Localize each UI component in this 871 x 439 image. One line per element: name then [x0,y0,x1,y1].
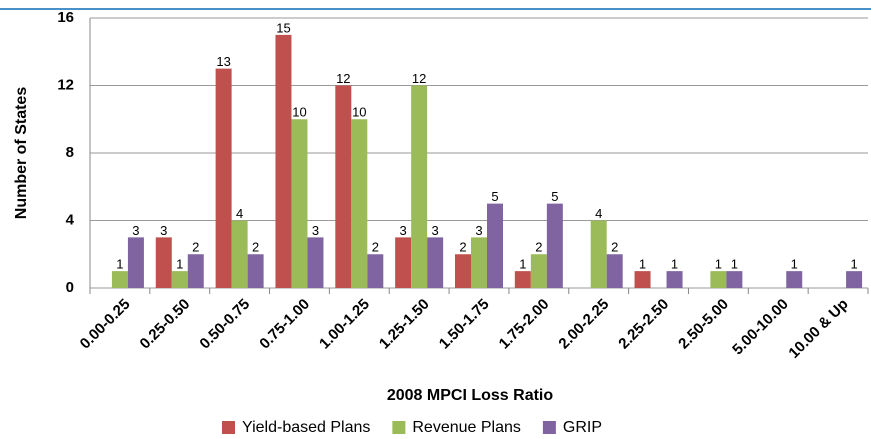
legend-swatch [542,421,556,434]
y-tick-label: 12 [57,76,74,93]
x-tick-label: 2.50-5.00 [675,296,732,353]
data-label: 1 [850,257,857,272]
bar [187,254,204,288]
data-label: 3 [400,223,407,238]
legend-swatch [222,421,235,434]
x-tick-label: 0.00-0.25 [77,296,134,353]
bar [395,237,412,288]
data-label: 12 [336,71,350,86]
data-label: 10 [292,105,306,120]
x-axis-title: 2008 MPCI Loss Ratio [387,387,554,404]
bar [111,271,128,288]
y-tick-label: 0 [66,279,74,296]
data-label: 1 [671,257,678,272]
data-label: 1 [791,257,798,272]
legend-label: GRIP [563,419,602,436]
x-tick-label: 1.50-1.75 [436,296,493,353]
bar [455,254,471,288]
y-tick-label: 4 [66,211,75,228]
legend-label: Revenue Plans [412,419,521,436]
bar [846,271,863,288]
bar [155,237,172,288]
bar [427,237,444,288]
x-tick-label: 0.25-0.50 [137,296,194,353]
x-tick-label: 5.00-10.00 [729,296,792,359]
x-tick-label: 2.00-2.25 [555,296,612,353]
bar [487,203,503,288]
x-tick-label: 0.75-1.00 [256,296,313,353]
legend-swatch [392,421,406,434]
x-tick-label: 2.25-2.50 [615,296,672,353]
data-label: 1 [519,257,526,272]
data-label: 2 [192,240,199,255]
bar [307,237,324,288]
data-label: 2 [611,240,618,255]
data-label: 4 [236,206,243,221]
bar [231,220,248,288]
data-label: 1 [639,257,646,272]
x-tick-label: 1.25-1.50 [376,296,433,353]
bar [127,237,144,288]
data-label: 2 [459,240,466,255]
legend-label: Yield-based Plans [242,419,370,436]
y-axis-title: Number of States [13,87,30,220]
bar [590,220,607,288]
bar [726,271,743,288]
data-label: 5 [551,189,558,204]
bar [530,254,547,288]
data-label: 4 [595,206,602,221]
bar [471,237,487,288]
data-label: 1 [176,257,183,272]
bar [514,271,531,288]
data-label: 10 [352,105,366,120]
data-label: 2 [252,240,259,255]
data-label: 3 [312,223,319,238]
bar [634,271,651,288]
bar [335,85,352,288]
x-tick-label: 1.00-1.25 [316,296,373,353]
bar [351,119,368,288]
bar [247,254,264,288]
data-label: 3 [432,223,439,238]
bar [710,271,727,288]
bar [275,34,292,288]
data-label: 1 [731,257,738,272]
x-tick-label: 0.50-0.75 [196,296,253,353]
bar [786,271,803,288]
bar [367,254,384,288]
data-label: 1 [715,257,722,272]
bar [666,271,683,288]
bar [215,68,232,288]
data-label: 3 [132,223,139,238]
y-tick-label: 8 [66,144,74,161]
data-label: 13 [216,54,230,69]
data-label: 3 [475,223,482,238]
data-label: 15 [276,20,290,35]
x-tick-label: 1.75-2.00 [496,296,553,353]
data-label: 2 [535,240,542,255]
data-label: 2 [372,240,379,255]
bar [606,254,623,288]
bar [546,203,563,288]
data-label: 5 [491,189,498,204]
data-label: 3 [160,223,167,238]
bar [291,119,308,288]
bar [171,271,188,288]
bar [411,85,428,288]
y-tick-label: 16 [57,9,74,26]
data-label: 12 [412,71,426,86]
x-tick-label: 10.00 & Up [785,296,851,362]
data-label: 1 [116,257,123,272]
